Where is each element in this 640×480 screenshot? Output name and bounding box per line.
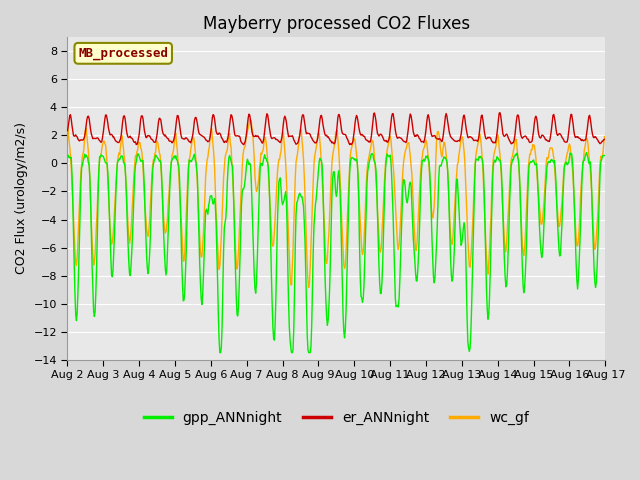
Title: Mayberry processed CO2 Fluxes: Mayberry processed CO2 Fluxes [203, 15, 470, 33]
Legend: gpp_ANNnight, er_ANNnight, wc_gf: gpp_ANNnight, er_ANNnight, wc_gf [138, 405, 534, 431]
Text: MB_processed: MB_processed [78, 47, 168, 60]
Y-axis label: CO2 Flux (urology/m2/s): CO2 Flux (urology/m2/s) [15, 122, 28, 275]
